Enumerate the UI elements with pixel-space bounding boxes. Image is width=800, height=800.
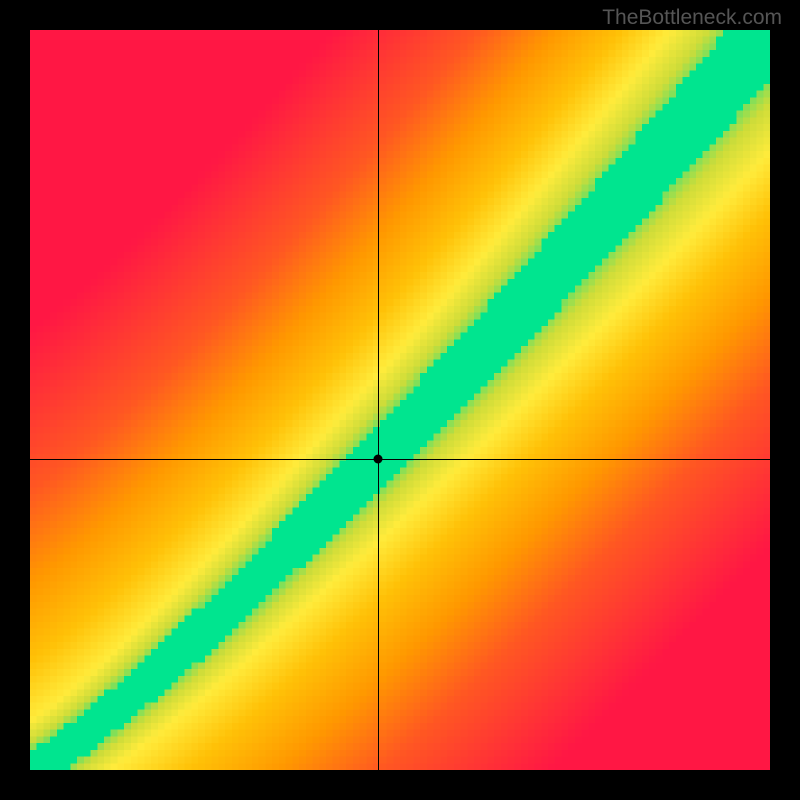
crosshair-vertical bbox=[378, 30, 379, 770]
crosshair-horizontal bbox=[30, 459, 770, 460]
heatmap-plot bbox=[30, 30, 770, 770]
crosshair-marker bbox=[373, 455, 382, 464]
heatmap-canvas bbox=[30, 30, 770, 770]
watermark-text: TheBottleneck.com bbox=[602, 6, 782, 30]
